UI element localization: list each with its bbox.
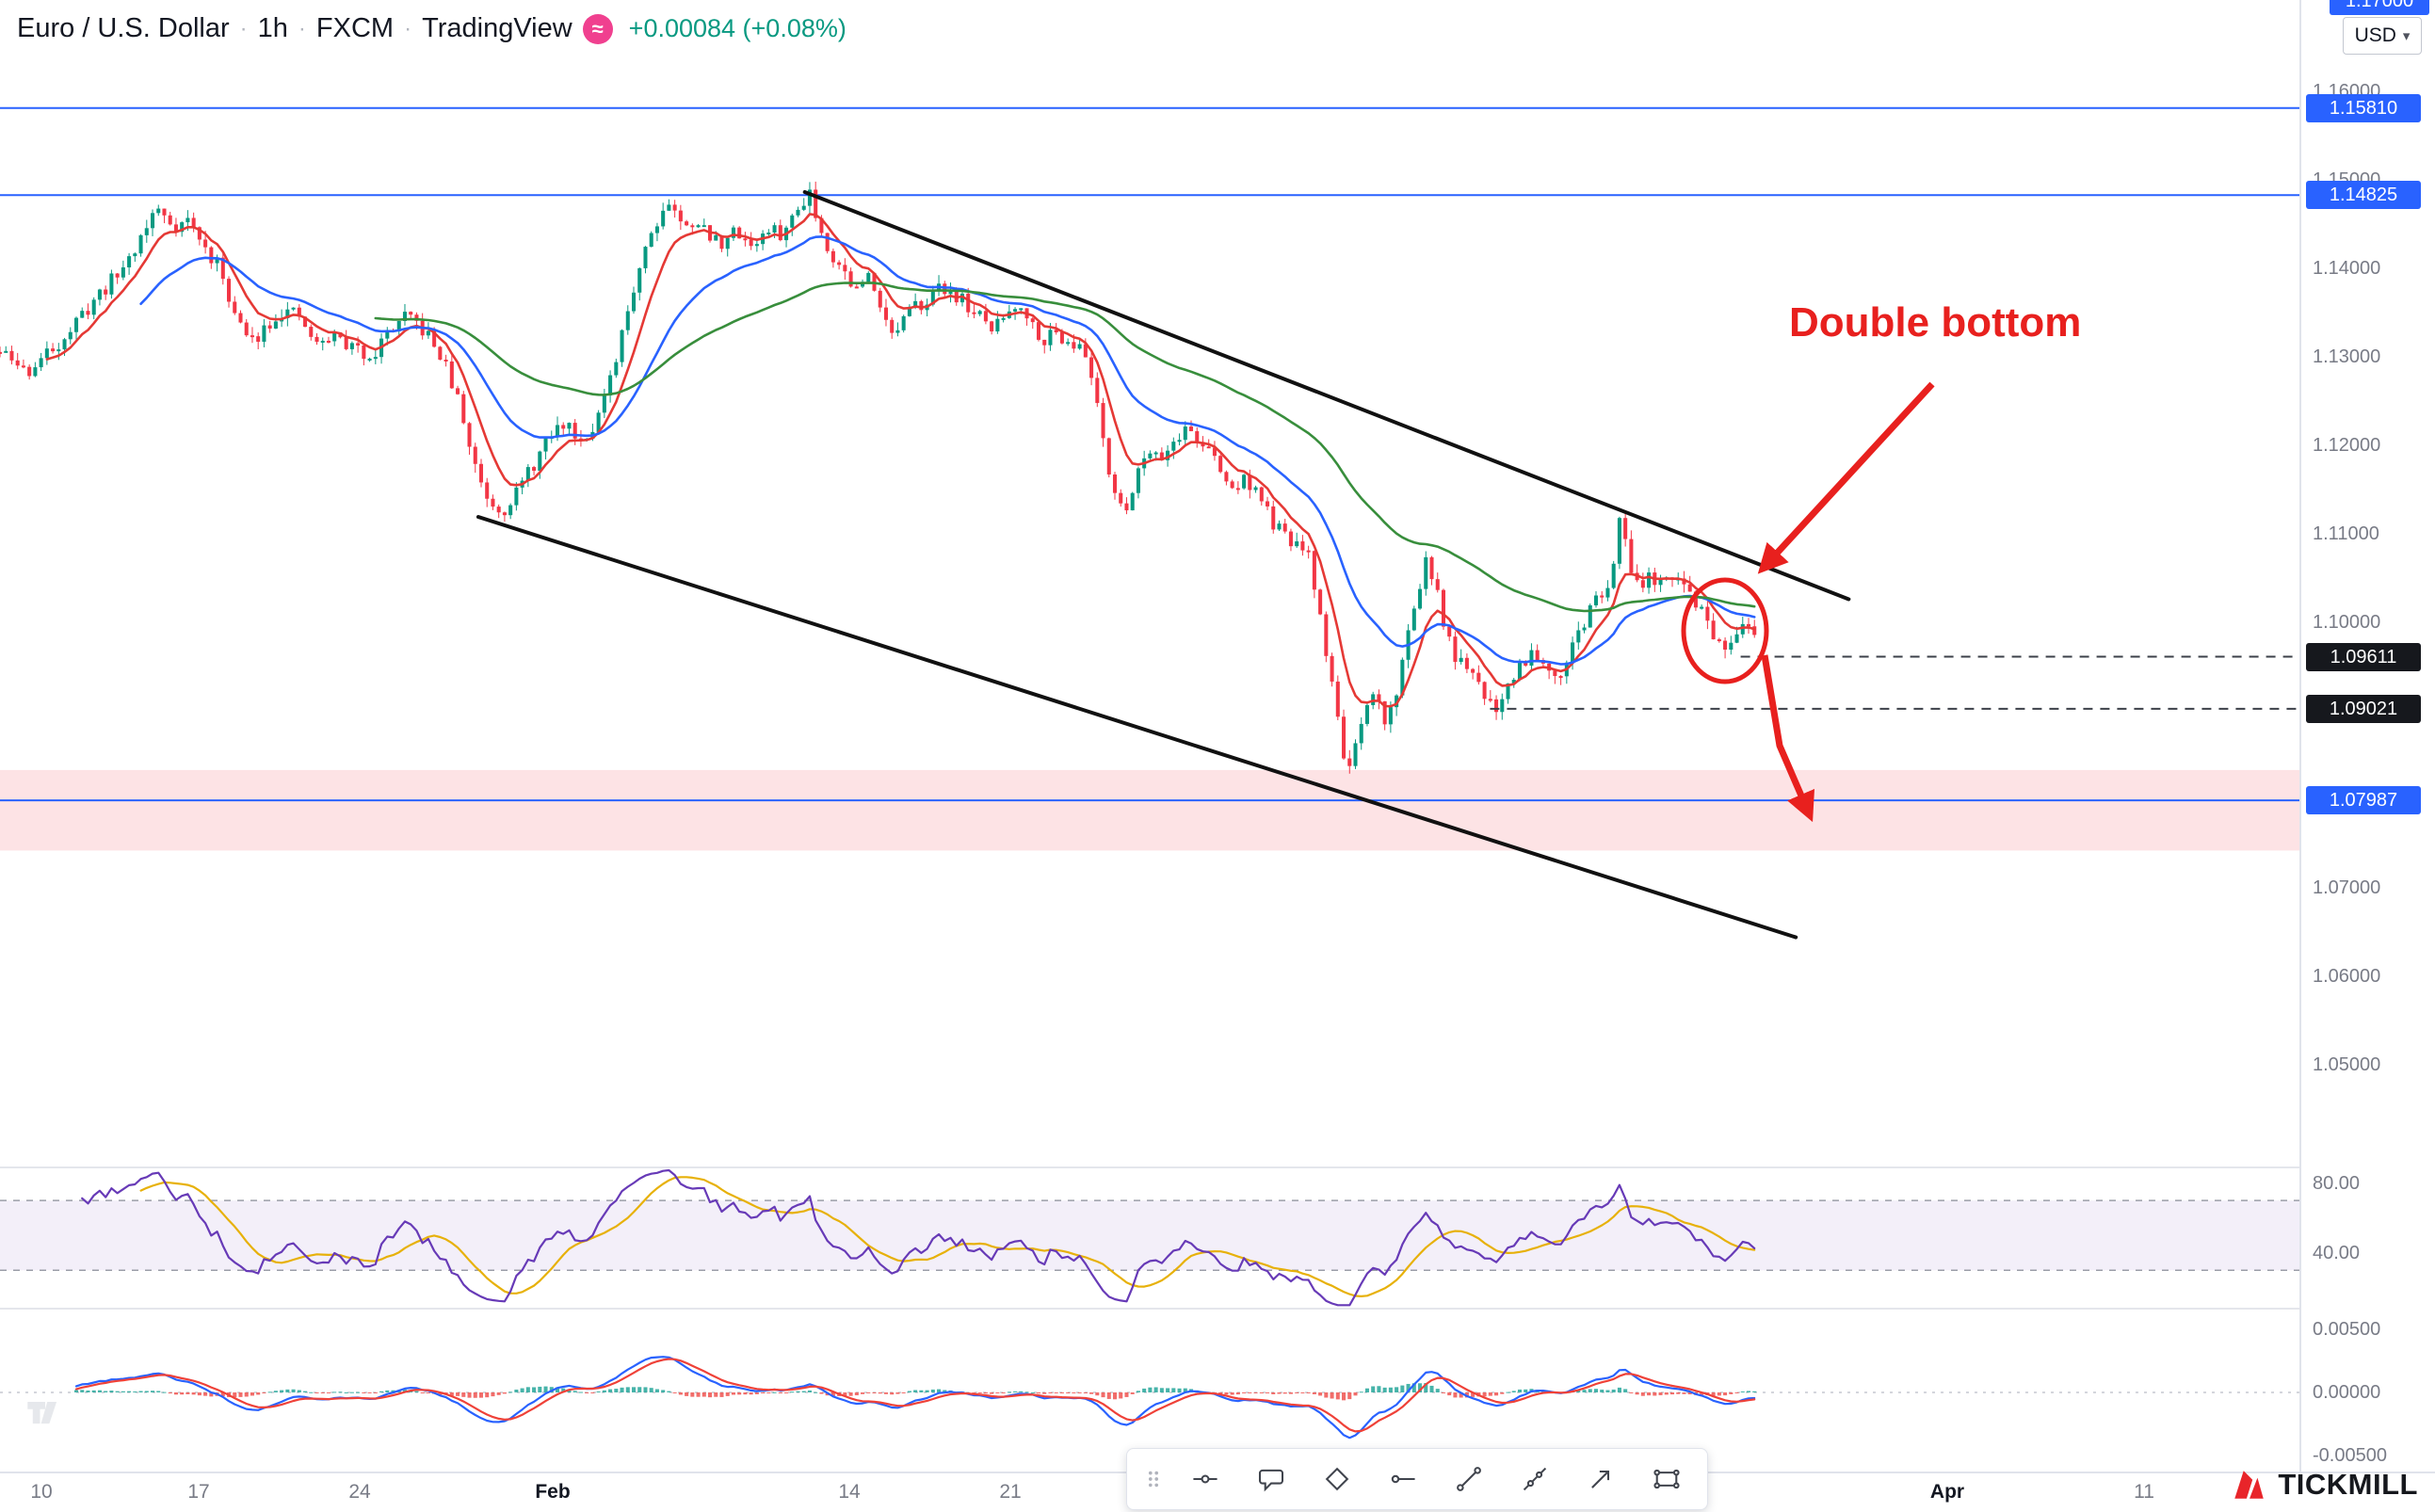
toolbar-drag-handle[interactable] [1135,1455,1172,1504]
grip-dots-icon [1148,1471,1159,1488]
interval-label[interactable]: 1h [257,13,288,43]
symbol-title[interactable]: Euro / U.S. Dollar [17,13,230,43]
arrow-icon [1591,1470,1610,1488]
macd-tick: 0.00000 [2313,1382,2381,1403]
price-level-label[interactable]: 1.15810 [2306,94,2421,122]
comment-tool-button[interactable] [1238,1455,1304,1504]
time-label: Apr [1929,1481,1965,1503]
rsi-tick: 80.00 [2313,1173,2361,1194]
macd-tick: 0.00500 [2313,1319,2381,1340]
comment-icon [1258,1469,1284,1492]
price-level-label[interactable]: 1.14825 [2306,181,2421,209]
time-label: Feb [535,1481,571,1503]
horizontal-line-icon [1193,1474,1218,1484]
tickmill-logo-icon [2234,1471,2265,1499]
time-label: 11 [2134,1481,2154,1503]
tickmill-branding: TICKMILL [2229,1465,2418,1504]
diamond-icon [1325,1467,1349,1491]
price-change-label: +0.00084 (+0.08%) [628,14,847,42]
horizontal-line-tool-button[interactable] [1172,1455,1238,1504]
price-tick: 1.06000 [2313,966,2381,987]
price-level-label[interactable]: 1.07987 [2306,786,2421,814]
stream-badge-icon[interactable]: ≈ [582,13,613,44]
time-label: 24 [348,1481,371,1503]
price-tick: 1.11000 [2313,523,2379,544]
chevron-down-icon: ▾ [2402,28,2411,44]
chart-legend: Euro / U.S. Dollar · 1h · FXCM · Trading… [17,13,857,44]
rsi-tick: 40.00 [2313,1243,2361,1263]
time-label: 10 [30,1481,53,1503]
rectangle-icon [1653,1469,1680,1489]
double-bottom-annotation-text[interactable]: Double bottom [1789,299,2082,346]
price-tick: 1.10000 [2313,612,2381,633]
price-level-label[interactable]: 1.09021 [2306,695,2421,723]
ray-tool-button[interactable] [1370,1455,1436,1504]
tradingview-watermark-icon [27,1402,57,1424]
time-label: 17 [187,1481,210,1503]
extended-line-icon [1523,1467,1547,1491]
exchange-label: FXCM [315,13,395,43]
price-tick: 1.05000 [2313,1054,2381,1075]
trend-line-tool-button[interactable] [1436,1455,1502,1504]
rectangle-tool-button[interactable] [1634,1455,1700,1504]
clipped-price-label[interactable]: 1.17000 [2330,0,2429,15]
time-label: 21 [999,1481,1022,1503]
currency-selector[interactable]: USD ▾ [2343,17,2422,55]
price-tick: 1.14000 [2313,258,2381,279]
trend-line-icon [1457,1467,1481,1491]
price-tick: 1.13000 [2313,346,2381,367]
tickmill-logo-text: TICKMILL [2278,1468,2418,1501]
diamond-tool-button[interactable] [1304,1455,1370,1504]
legend-separator: · [239,15,248,41]
macd-tick: -0.00500 [2313,1445,2387,1466]
pane-separator[interactable] [0,1166,2435,1168]
price-tick: 1.12000 [2313,435,2381,456]
legend-separator: · [404,15,412,41]
legend-separator: · [298,15,306,41]
price-tick: 1.07000 [2313,877,2381,898]
pane-separator[interactable] [0,1308,2435,1310]
extended-line-tool-button[interactable] [1502,1455,1568,1504]
price-axis[interactable]: 1.17000 USD ▾ 1.16000 1.15000 1.14000 1.… [2299,0,2435,1472]
macd-histogram-layer [73,1383,1757,1401]
arrow-tool-button[interactable] [1568,1455,1634,1504]
ray-icon [1391,1474,1415,1484]
platform-label: TradingView [422,13,572,43]
currency-label: USD [2354,24,2396,46]
candles-layer [0,181,1757,774]
time-label: 14 [838,1481,861,1503]
price-level-label[interactable]: 1.09611 [2306,643,2421,671]
drawing-toolbar [1126,1448,1708,1510]
